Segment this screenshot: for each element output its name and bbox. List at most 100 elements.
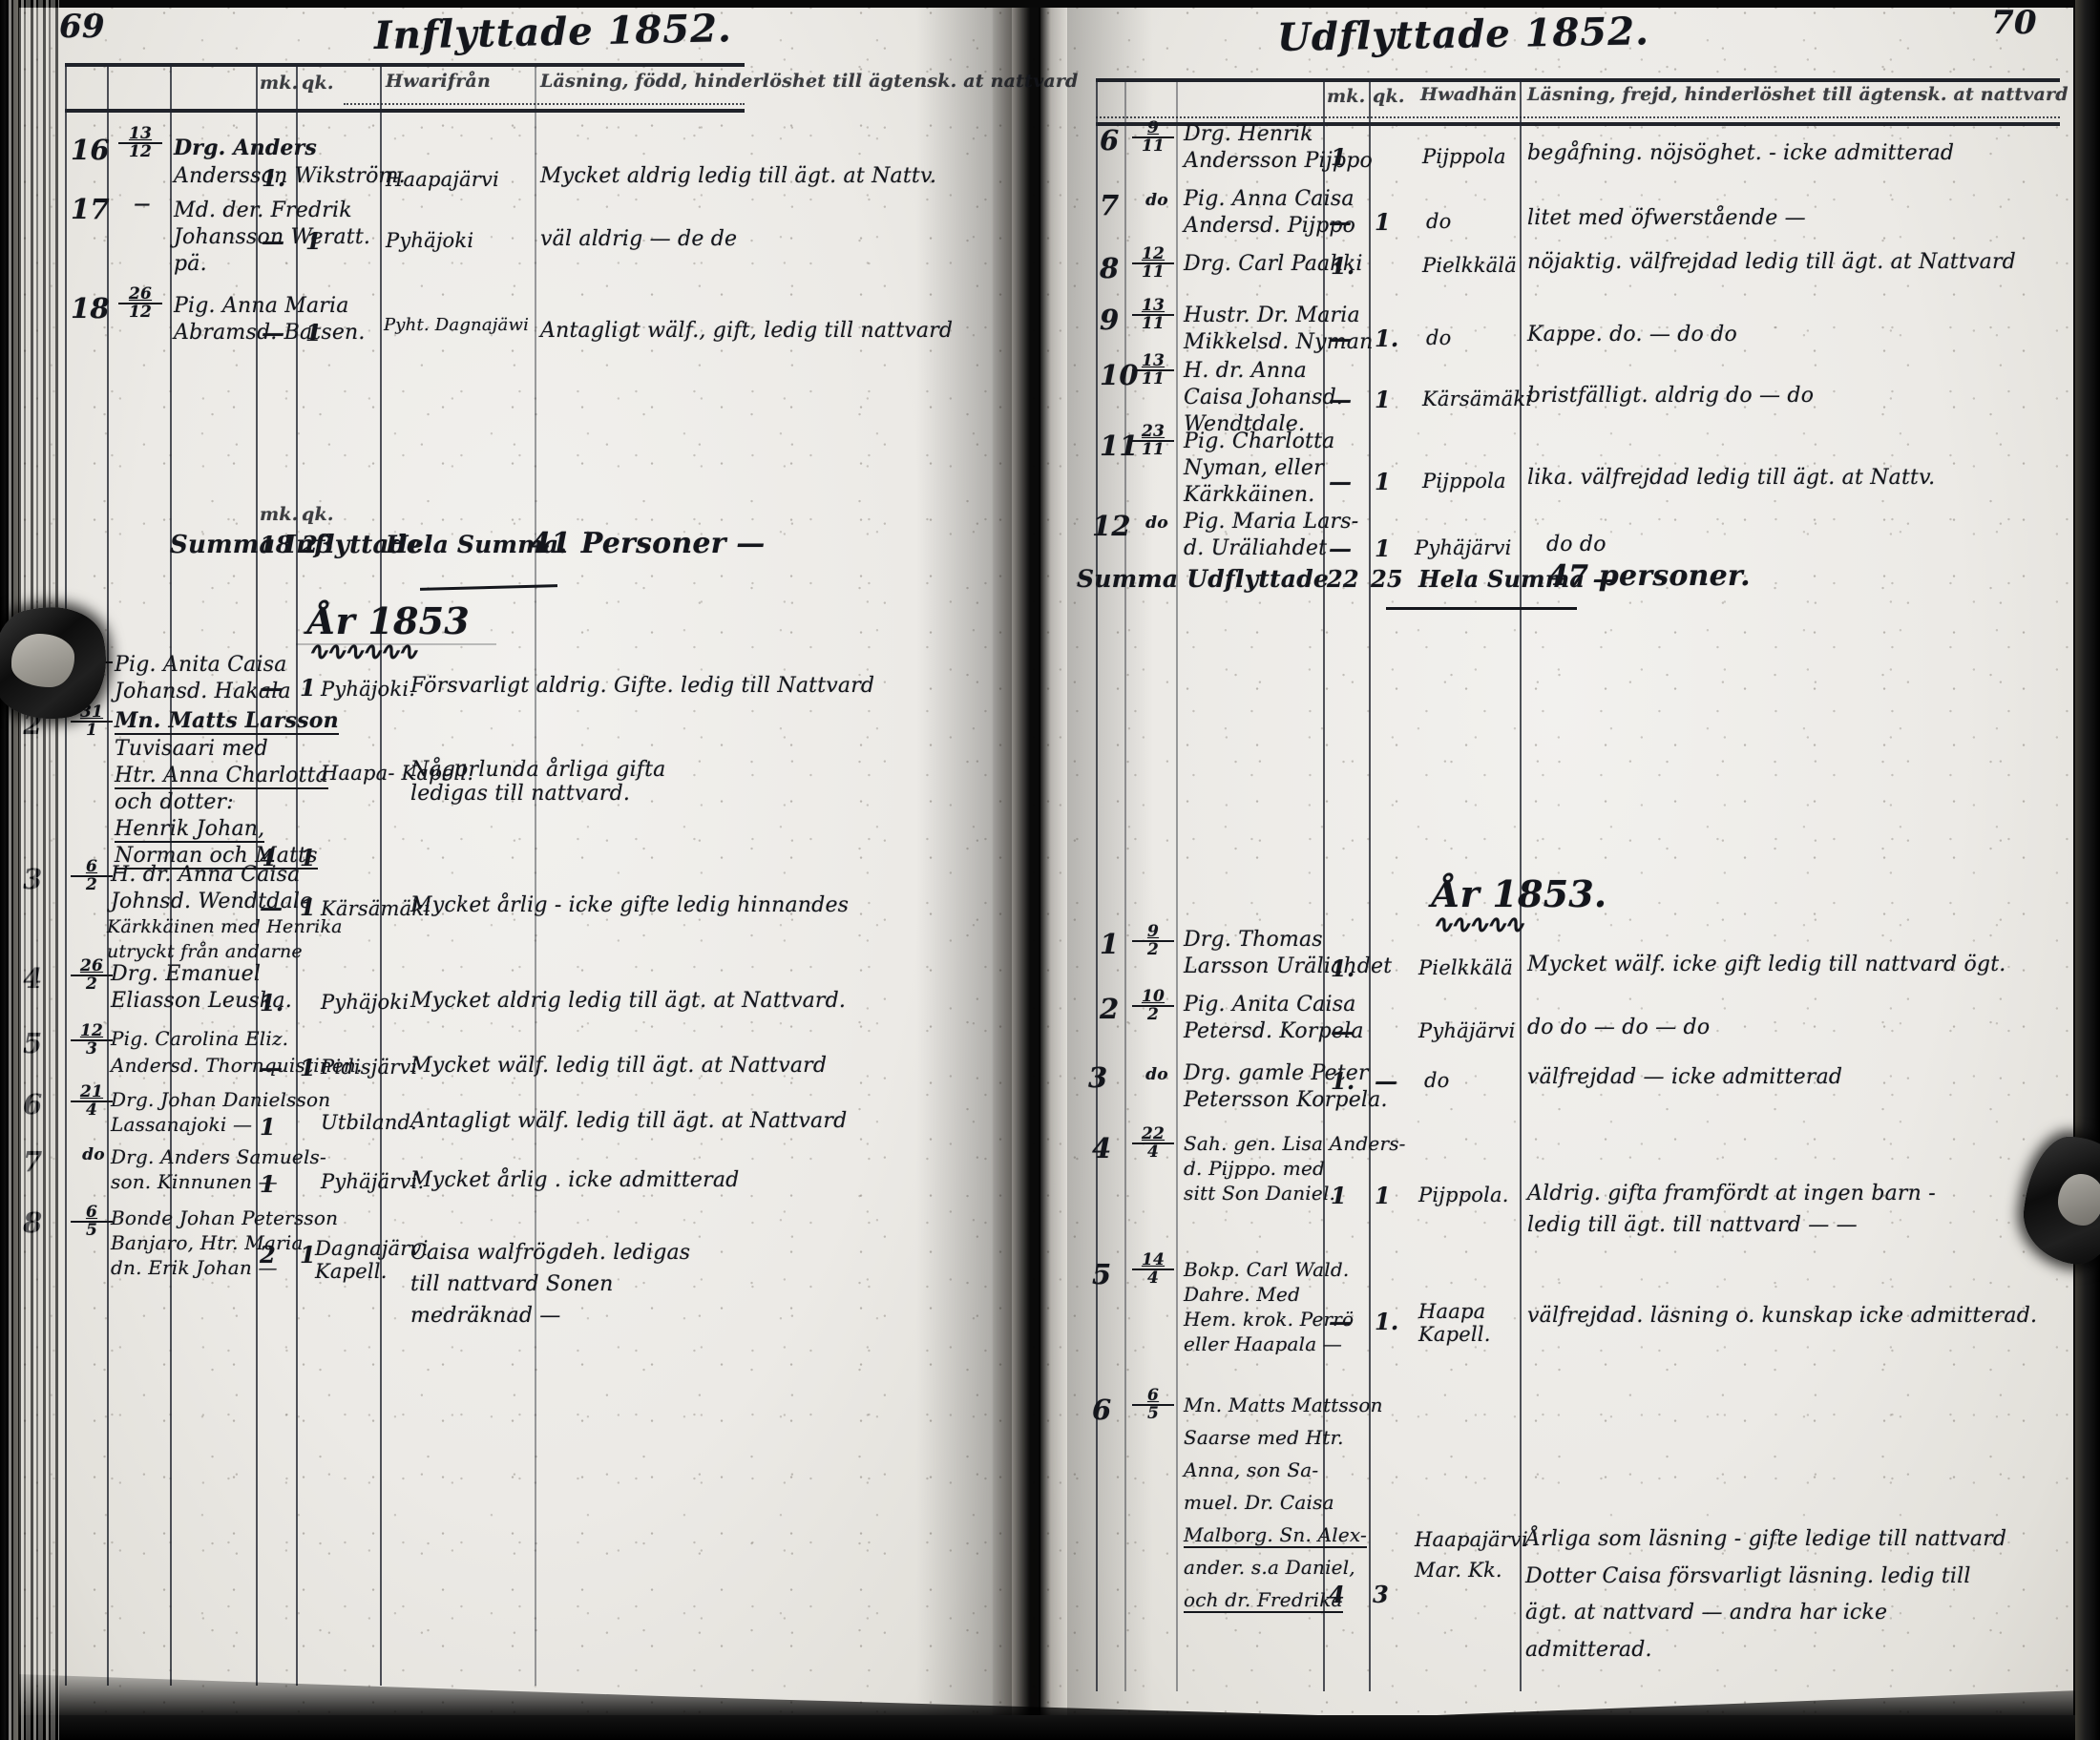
- scan-edge-right: [2075, 0, 2100, 1740]
- left-rule-v4: [296, 63, 298, 1686]
- entry-name-line: Kärkkäinen med Henrika: [107, 916, 343, 937]
- count-mk: 1: [260, 1113, 276, 1141]
- entry-name-line: Petersson Korpela.: [1184, 1088, 1388, 1112]
- count-qk: 1: [300, 1241, 316, 1268]
- left-page-heading: Inflyttade 1852.: [373, 6, 733, 58]
- destination-place: Pijppola.: [1418, 1184, 1509, 1206]
- count-mk: —: [260, 1054, 284, 1081]
- date-day: 9: [1132, 119, 1174, 139]
- date-day: 6: [71, 1204, 113, 1224]
- date-month: 5: [1146, 1404, 1160, 1424]
- destination-place: Haapa Kapell.: [1418, 1300, 1491, 1346]
- entry-name-line: Drg. Johan Danielsson: [111, 1088, 331, 1111]
- row-number: 10: [1100, 359, 1139, 391]
- remark-text: välfrejdad — icke admitterad: [1527, 1065, 1843, 1089]
- entry-name-line: Kärkkäinen.: [1184, 483, 1315, 507]
- remark-text: Mycket aldrig ledig till ägt. at Nattvar…: [410, 989, 847, 1013]
- count-mk: —: [1329, 468, 1353, 495]
- entry-name-line: Johansd. Hakala: [115, 680, 291, 703]
- count-mk: 4: [1329, 1581, 1345, 1608]
- remark-text: Mycket aldrig ledig till ägt. at Nattv.: [540, 164, 937, 188]
- entry-name-line: dn. Erik Johan —: [111, 1256, 278, 1279]
- date-day: 13: [1132, 352, 1174, 372]
- remark-text: välfrejdad. läsning o. kunskap icke admi…: [1527, 1304, 2038, 1328]
- left-table-top-rule: [65, 63, 745, 67]
- destination-place: Pijppola: [1422, 145, 1506, 168]
- count-mk: 1.: [1331, 954, 1355, 982]
- entry-name-line: Mn. Matts Larsson: [115, 708, 339, 735]
- entry-name-line: Md. der. Fredrik: [174, 199, 352, 222]
- summary-subheader-qk: qk.: [302, 504, 334, 525]
- summary-total: 41 Personer —: [531, 527, 766, 560]
- right-rule-v4: [1369, 78, 1371, 1691]
- count-qk: 1: [305, 227, 322, 255]
- right-page-number: 70: [1991, 4, 2037, 42]
- count-mk: —: [260, 893, 284, 921]
- entry-name-line: Andersd. Thornquistinen.: [111, 1054, 363, 1077]
- date-day: 6: [1132, 1387, 1174, 1407]
- entry-name-line: sitt Son Daniel.: [1184, 1182, 1336, 1205]
- entry-name-line: Johansson Weratt.: [174, 225, 371, 249]
- date-day: 23: [1132, 423, 1174, 443]
- entry-name-line: Henrik Johan,: [115, 817, 265, 843]
- entry-name-line: Lassanajoki —: [111, 1113, 253, 1136]
- entry-name-line: Drg. Anders Samuels-: [111, 1145, 326, 1168]
- entry-name-line: Norman och Matts: [115, 844, 318, 870]
- count-mk: 4: [260, 844, 276, 871]
- remark-text: begåfning. nöjsöghet. - icke admitterad: [1527, 141, 1955, 165]
- date-month: 3: [85, 1039, 98, 1059]
- remark-text: Antagligt wälf. ledig till ägt. at Nattv…: [410, 1109, 848, 1133]
- entry-name-line: Pig. Carolina Eliz.: [111, 1027, 289, 1050]
- origin-place: Dagnajärvi Kapell.: [315, 1237, 429, 1283]
- count-mk: —: [1329, 386, 1353, 413]
- count-qk: 3: [1373, 1581, 1389, 1608]
- entry-name-line: Anna, son Sa-: [1184, 1458, 1319, 1481]
- entry-name-line: Hustr. Dr. Maria: [1184, 304, 1360, 327]
- date-day: 26: [118, 285, 162, 305]
- date-month: 2: [85, 975, 98, 995]
- date-month: 1: [85, 721, 98, 741]
- destination-place: Kärsämäki: [1422, 388, 1533, 410]
- right-page-heading: Udflyttade 1852.: [1276, 9, 1650, 60]
- book-binding-gutter: [993, 0, 1067, 1740]
- row-number: 3: [1088, 1061, 1108, 1094]
- count-qk: 1: [1375, 386, 1391, 413]
- entry-name-line: Drg. gamle Peter: [1184, 1061, 1369, 1085]
- summary-total-label: Hela Summa —: [1418, 565, 1616, 593]
- left-col-header-qk: qk.: [302, 73, 334, 94]
- remark-text: bristfälligt. aldrig do — do: [1527, 384, 1815, 408]
- date-day: do: [82, 1145, 105, 1164]
- entry-name-line: Drg. Henrik: [1184, 122, 1313, 146]
- remark-text: nöjaktig. välfrejdad ledig till ägt. at …: [1527, 250, 2016, 274]
- right-rule-v2: [1176, 78, 1178, 1691]
- date-day: 14: [1132, 1251, 1174, 1271]
- remark-text: Kappe. do. — do do: [1527, 323, 1737, 346]
- origin-place: Pyhäjoki: [386, 229, 474, 252]
- remark-text: väl aldrig — de de: [540, 227, 738, 251]
- date-day: 26: [71, 957, 113, 977]
- right-rule-v1: [1124, 78, 1126, 1691]
- row-number: 11: [1100, 430, 1139, 462]
- entry-name-line: Bonde Johan Petersson: [111, 1206, 339, 1229]
- summary-underline: [1386, 607, 1577, 610]
- entry-name-line: Malborg. Sn. Alex-: [1184, 1523, 1367, 1548]
- entry-name-line: Petersd. Korpela: [1184, 1019, 1364, 1043]
- left-col-header-from: Hwarifrån: [386, 71, 491, 92]
- left-year-heading-1853: År 1853: [307, 599, 470, 642]
- row-number: 17: [71, 193, 110, 225]
- date-month: 2: [1146, 940, 1160, 960]
- origin-place: Haapa- Kapell.: [321, 762, 474, 785]
- remark-text: lika. välfrejdad ledig till ägt. at Natt…: [1527, 466, 1936, 490]
- entry-name-line: son. Kinnunen —: [111, 1170, 278, 1193]
- entry-name-line: Pig. Maria Lars-: [1184, 510, 1359, 534]
- remark-text: Mycket wälf. icke gift ledig till nattva…: [1527, 953, 2006, 976]
- left-table-header-rule: [65, 109, 745, 113]
- destination-place: Pielkkälä: [1422, 254, 1517, 277]
- right-col-header-to: Hwadhän: [1420, 84, 1518, 105]
- entry-name-line: Pig. Anita Caisa: [1184, 993, 1356, 1017]
- right-year-flourish: ∿∿∿∿∿: [1432, 911, 1524, 939]
- count-mk: —: [1329, 1308, 1353, 1335]
- left-page-number: 69: [59, 8, 105, 46]
- entry-name-line: Mikkelsd. Nyman: [1184, 330, 1374, 354]
- entry-name-line: Mn. Matts Mattsson: [1184, 1394, 1383, 1416]
